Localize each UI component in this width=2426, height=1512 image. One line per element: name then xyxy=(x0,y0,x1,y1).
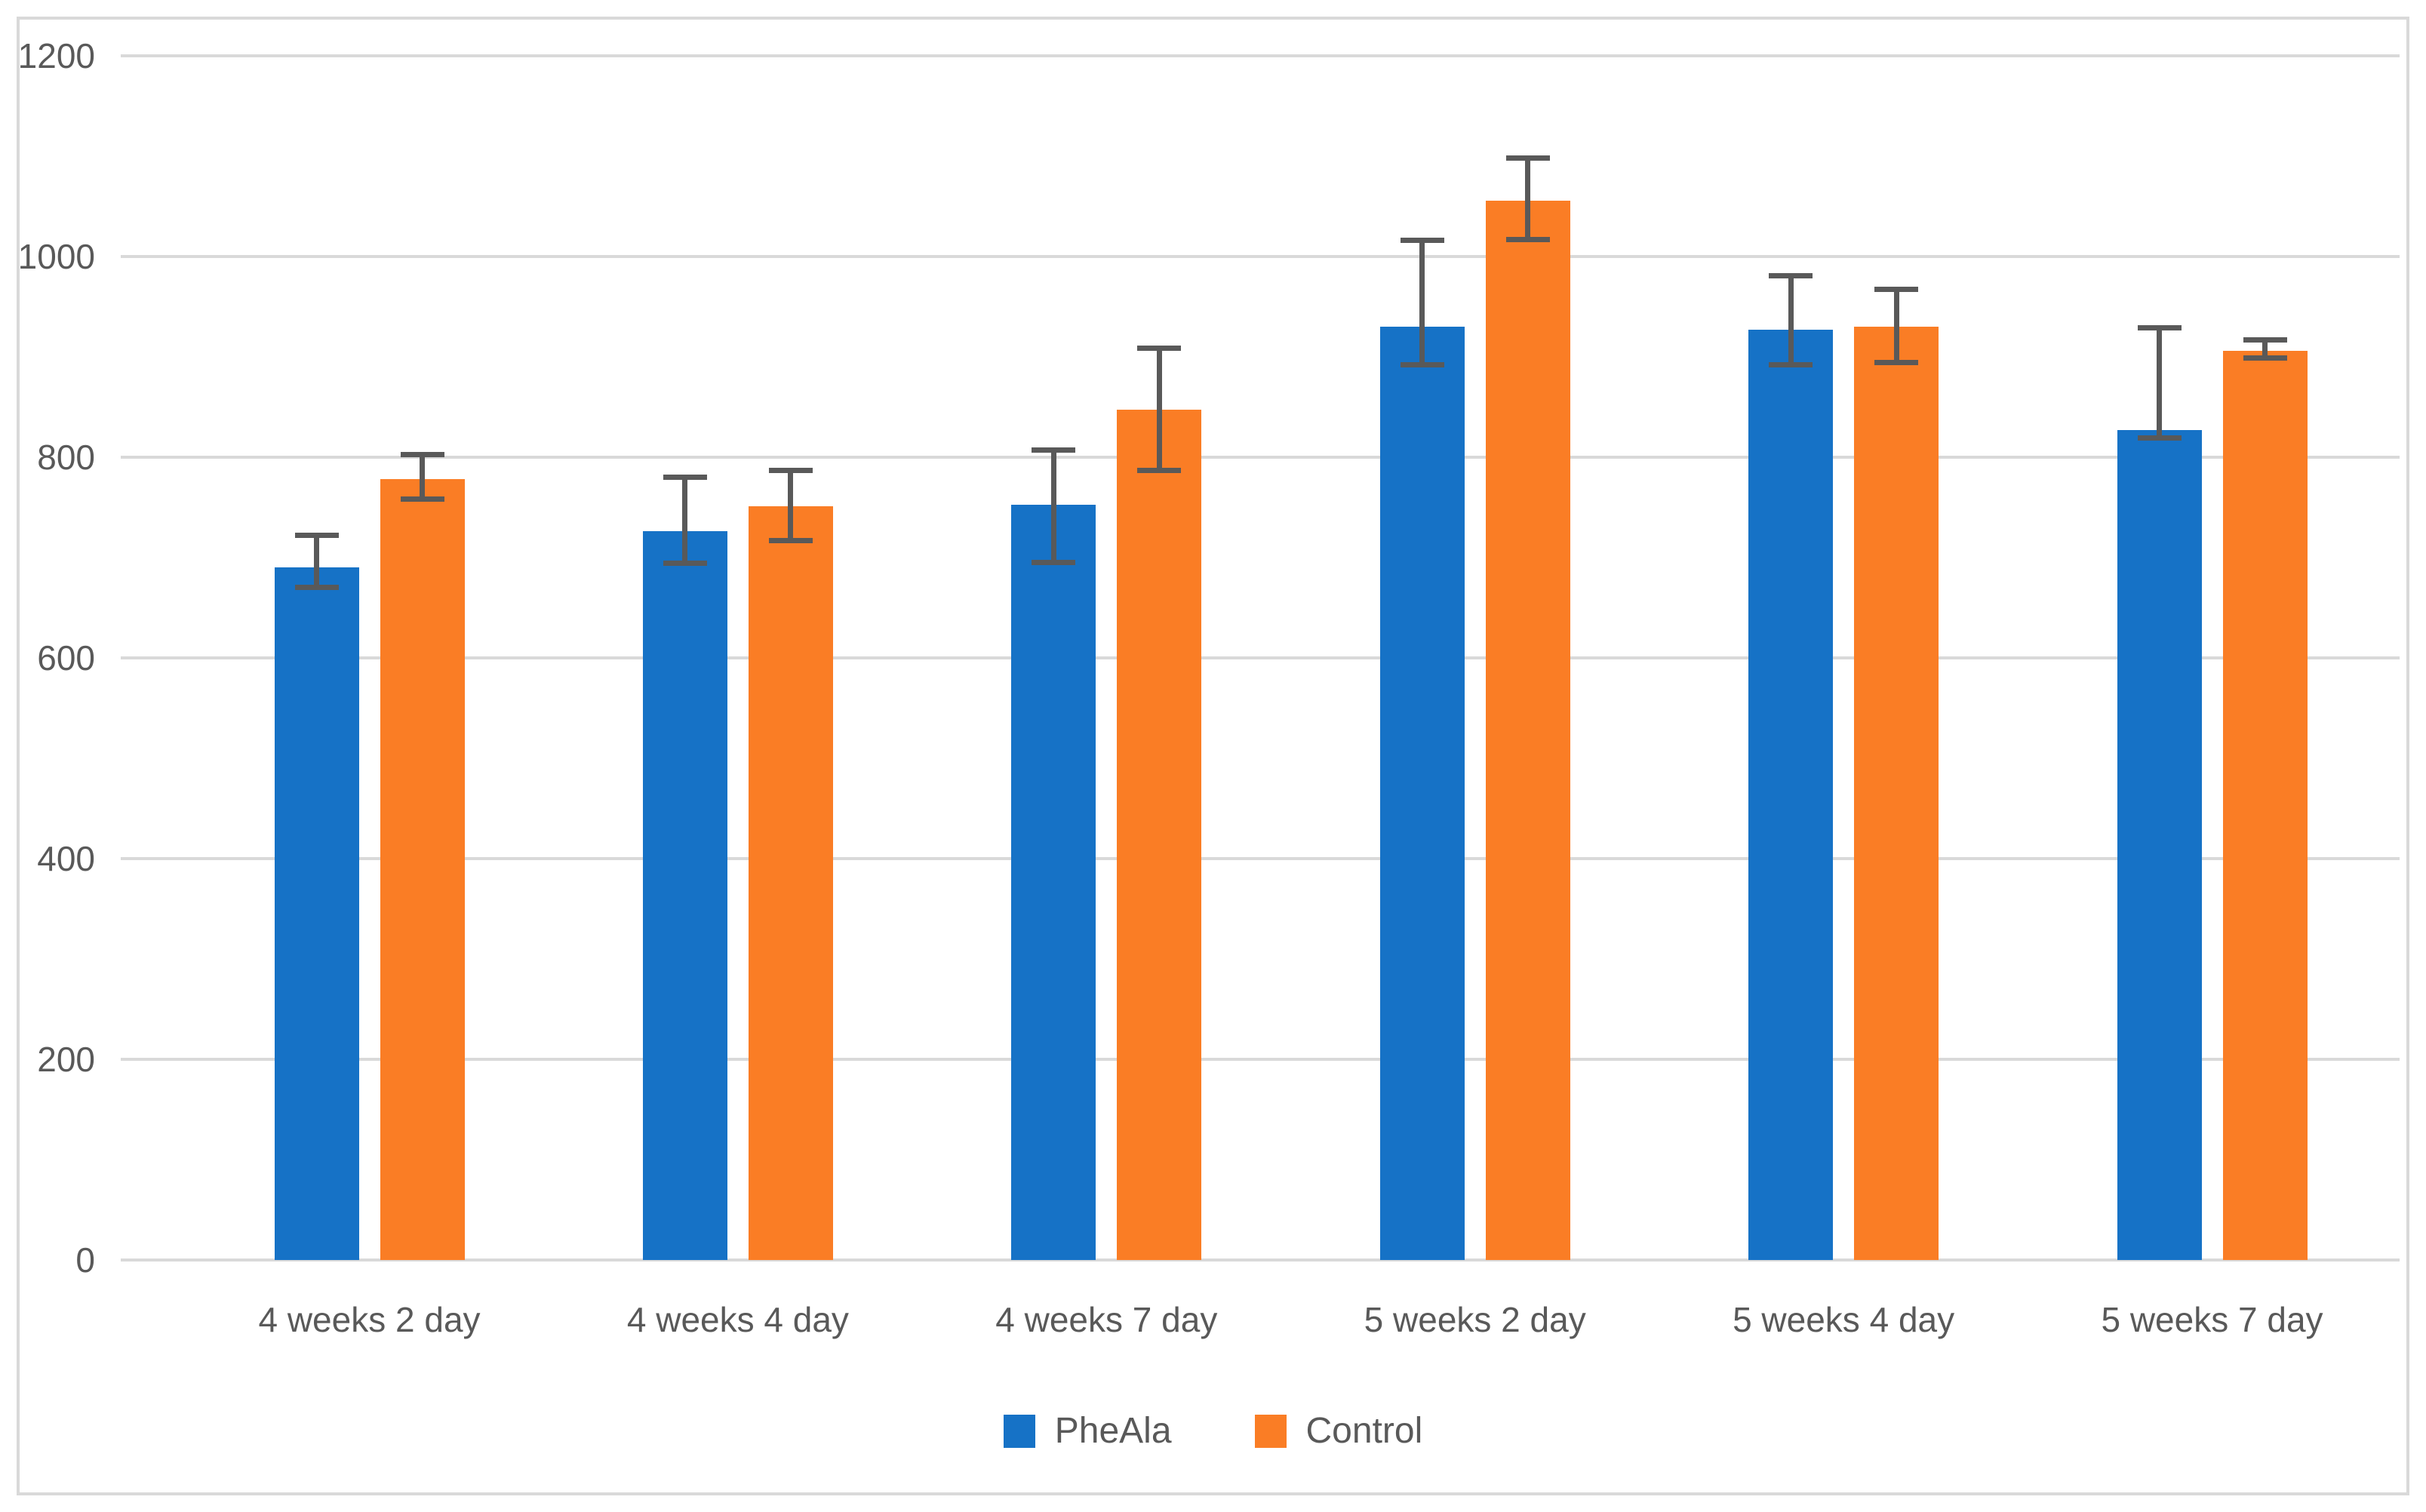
bar-pheala-2 xyxy=(642,531,727,1260)
error-bar-line xyxy=(1788,275,1794,365)
gridline-y-400 xyxy=(121,857,2400,860)
bar-control-6 xyxy=(2222,351,2308,1260)
x-axis-category-label: 4 weeks 7 day xyxy=(995,1300,1218,1339)
legend-label-control: Control xyxy=(1305,1411,1423,1451)
y-axis-tick-label: 0 xyxy=(75,1240,95,1280)
error-bar-cap-top xyxy=(768,467,813,473)
gridline-y-200 xyxy=(121,1058,2400,1061)
gridline-y-0 xyxy=(121,1258,2400,1262)
legend-item-control: Control xyxy=(1254,1411,1423,1451)
legend-swatch-control xyxy=(1254,1415,1287,1448)
error-bar-cap-bottom xyxy=(2243,355,2287,361)
legend-item-pheala: PheAla xyxy=(1003,1411,1172,1451)
bar-pheala-3 xyxy=(1011,504,1096,1260)
error-bar-cap-top xyxy=(2137,324,2182,330)
error-bar-cap-bottom xyxy=(768,537,813,543)
error-bar-cap-top xyxy=(663,475,707,481)
error-bar-line xyxy=(788,470,794,541)
legend-label-pheala: PheAla xyxy=(1054,1411,1172,1451)
bar-pheala-6 xyxy=(2117,430,2202,1260)
error-bar-cap-bottom xyxy=(2137,435,2182,441)
bar-control-4 xyxy=(1485,200,1570,1260)
error-bar-line xyxy=(2262,340,2268,358)
y-axis-tick-label: 400 xyxy=(37,839,95,878)
x-axis-category-label: 4 weeks 4 day xyxy=(626,1300,849,1339)
error-bar-cap-bottom xyxy=(1032,560,1076,566)
error-bar-cap-bottom xyxy=(1769,362,1813,368)
y-axis-tick-label: 600 xyxy=(37,638,95,678)
bar-control-1 xyxy=(380,479,465,1260)
gridline-y-1000 xyxy=(121,255,2400,258)
error-bar-line xyxy=(1050,450,1056,563)
error-bar-cap-bottom xyxy=(1874,360,1919,366)
error-bar-cap-top xyxy=(400,451,444,457)
error-bar-cap-top xyxy=(1137,345,1182,351)
x-axis-category-label: 4 weeks 2 day xyxy=(258,1300,481,1339)
error-bar-line xyxy=(1156,348,1162,471)
error-bar-line xyxy=(314,535,319,588)
gridline-y-800 xyxy=(121,456,2400,459)
y-axis-tick-label: 1000 xyxy=(17,237,95,276)
y-axis-tick-label: 1200 xyxy=(17,36,95,75)
error-bar-cap-top xyxy=(2243,337,2287,343)
x-axis-category-label: 5 weeks 2 day xyxy=(1364,1300,1586,1339)
error-bar-line xyxy=(2157,327,2162,438)
chart-legend: PheAla Control xyxy=(0,1405,2426,1458)
bar-pheala-5 xyxy=(1748,330,1834,1260)
error-bar-cap-top xyxy=(1874,287,1919,293)
bar-pheala-4 xyxy=(1379,327,1465,1260)
x-axis-category-label: 5 weeks 7 day xyxy=(2101,1300,2323,1339)
y-axis-tick-label: 800 xyxy=(37,438,95,477)
error-bar-cap-top xyxy=(1400,238,1444,244)
gridline-y-1200 xyxy=(121,54,2400,57)
bar-control-2 xyxy=(748,506,833,1260)
error-bar-cap-top xyxy=(1505,155,1550,161)
error-bar-cap-bottom xyxy=(400,496,444,502)
legend-swatch-pheala xyxy=(1003,1415,1035,1448)
error-bar-line xyxy=(420,454,425,499)
error-bar-cap-top xyxy=(294,533,339,539)
bar-control-3 xyxy=(1117,410,1202,1260)
error-bar-line xyxy=(682,477,688,564)
error-bar-cap-top xyxy=(1769,272,1813,278)
y-axis-tick-label: 200 xyxy=(37,1040,95,1079)
error-bar-cap-bottom xyxy=(294,585,339,591)
error-bar-line xyxy=(1893,289,1899,363)
bar-pheala-1 xyxy=(274,567,359,1260)
error-bar-cap-bottom xyxy=(1505,236,1550,242)
x-axis-category-label: 5 weeks 4 day xyxy=(1733,1300,1955,1339)
error-bar-line xyxy=(1525,158,1531,240)
error-bar-cap-bottom xyxy=(1137,467,1182,473)
error-bar-cap-bottom xyxy=(1400,362,1444,368)
error-bar-cap-top xyxy=(1032,447,1076,453)
error-bar-cap-bottom xyxy=(663,561,707,567)
error-bar-line xyxy=(1419,240,1425,365)
gridline-y-600 xyxy=(121,656,2400,659)
bar-control-5 xyxy=(1854,327,1939,1260)
